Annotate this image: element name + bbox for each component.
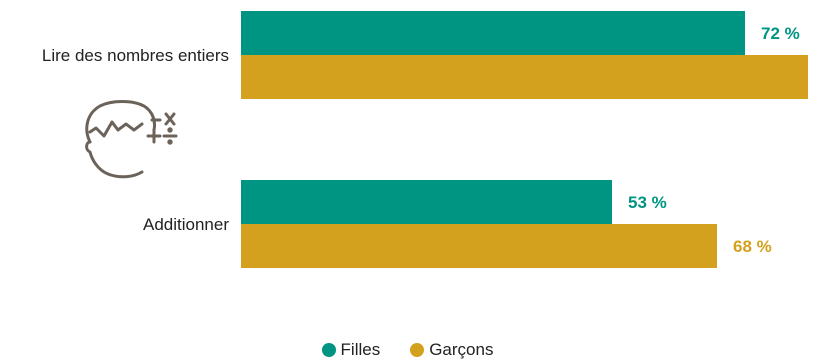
bar-filles [241, 11, 745, 55]
legend-dot-garcons [410, 343, 425, 357]
legend-dot-filles [321, 343, 336, 357]
bar-garcons [241, 55, 808, 99]
legend-item-filles: Filles [321, 340, 381, 360]
value-label: 53 % [628, 193, 667, 212]
category-label: Lire des nombres entiers [42, 46, 229, 65]
legend: Filles Garçons [0, 338, 815, 362]
legend-item-garcons: Garçons [410, 340, 493, 360]
legend-label-filles: Filles [340, 340, 381, 359]
value-label: 72 % [761, 24, 800, 43]
legend-label-garcons: Garçons [429, 340, 494, 359]
bar-garcons [241, 224, 717, 268]
category-label: Additionner [143, 215, 229, 234]
value-label: 68 % [733, 237, 772, 256]
child-math-icon [85, 100, 178, 179]
bar-filles [241, 180, 612, 224]
